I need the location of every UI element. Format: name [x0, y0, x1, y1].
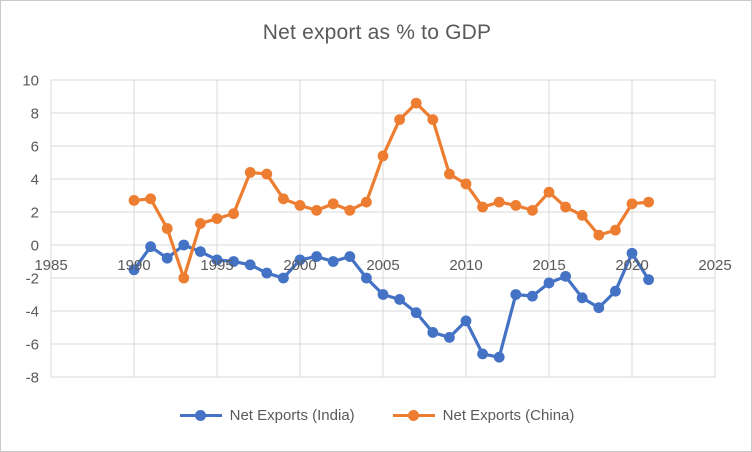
- data-point-india-2017: [576, 292, 588, 304]
- legend-item-china: Net Exports (China): [392, 407, 575, 424]
- data-point-china-2002: [327, 198, 339, 210]
- data-point-china-1992: [161, 223, 173, 234]
- india-line-marker-icon: [179, 410, 222, 422]
- data-point-india-2018: [593, 302, 605, 314]
- data-point-china-2001: [311, 204, 322, 216]
- china-line-marker-icon: [392, 410, 435, 422]
- data-point-india-2007: [410, 307, 422, 319]
- data-point-india-1995: [211, 254, 223, 266]
- legend-item-india: Net Exports (India): [179, 407, 355, 424]
- data-point-china-1991: [145, 193, 157, 205]
- data-point-india-1993: [178, 239, 190, 251]
- data-point-china-2014: [527, 204, 538, 216]
- data-point-china-2018: [593, 229, 605, 241]
- x-axis-tick-label: 1985: [34, 257, 67, 274]
- data-point-china-2006: [394, 114, 405, 125]
- data-point-china-2009: [444, 168, 455, 180]
- data-point-india-2004: [361, 272, 372, 284]
- data-point-china-1995: [211, 213, 223, 225]
- chart-title: Net export as % to GDP: [262, 21, 492, 44]
- legend-label-india: Net Exports (India): [229, 407, 355, 424]
- y-axis-tick-label: -2: [26, 271, 39, 288]
- data-point-india-2008: [427, 327, 439, 338]
- data-point-china-2020: [626, 198, 638, 210]
- y-axis-tick-label: 4: [31, 172, 39, 189]
- data-point-india-1996: [228, 256, 240, 267]
- legend-label-china: Net Exports (China): [442, 407, 575, 424]
- x-axis-tick-label: 2020: [615, 257, 648, 274]
- data-point-india-2005: [377, 289, 389, 300]
- data-point-china-2015: [543, 186, 555, 198]
- y-axis-tick-label: 8: [31, 106, 39, 123]
- data-point-india-2016: [560, 270, 571, 282]
- china-legend-dot: [407, 410, 419, 421]
- data-point-china-2007: [410, 97, 422, 109]
- series-line-china: [132, 101, 651, 280]
- data-point-china-1996: [228, 208, 240, 220]
- data-point-india-2010: [460, 315, 472, 327]
- data-point-china-2008: [427, 114, 439, 125]
- data-point-india-1998: [261, 267, 273, 279]
- x-axis-tick-label: 2000: [283, 257, 316, 274]
- india-legend-dot: [194, 410, 206, 421]
- data-point-china-1993: [178, 272, 190, 284]
- y-axis-tick-label: -8: [26, 370, 39, 387]
- data-point-india-2006: [394, 294, 405, 305]
- data-point-china-2017: [576, 209, 588, 221]
- x-axis-tick-label: 2015: [532, 257, 565, 274]
- y-axis-tick-label: 0: [31, 238, 39, 255]
- y-axis-tick-label: 6: [31, 139, 39, 156]
- data-point-china-1997: [244, 167, 256, 178]
- data-point-india-2001: [311, 251, 322, 262]
- data-point-china-2013: [510, 200, 522, 211]
- x-axis-tick-label: 2010: [449, 257, 482, 274]
- data-point-china-1990: [128, 195, 140, 206]
- data-point-india-2002: [327, 256, 339, 267]
- y-axis-tick-label: 10: [22, 73, 39, 90]
- data-point-china-1994: [195, 218, 206, 229]
- data-point-china-2019: [610, 224, 621, 236]
- x-axis-tick-label: 2025: [698, 257, 731, 274]
- data-point-india-2013: [510, 289, 522, 300]
- data-point-india-2019: [610, 285, 621, 297]
- x-axis-tick-label: 1995: [200, 257, 233, 274]
- data-point-china-2000: [294, 200, 306, 211]
- x-axis-tick-label: 1990: [117, 257, 150, 274]
- data-point-india-2003: [344, 251, 356, 262]
- data-point-china-2003: [344, 204, 356, 216]
- data-point-india-2021: [643, 274, 654, 286]
- data-point-india-2012: [493, 351, 505, 363]
- data-point-india-2009: [444, 332, 455, 343]
- data-point-china-2021: [643, 196, 654, 208]
- data-point-india-2000: [294, 254, 306, 266]
- y-axis-tick-label: -6: [26, 337, 39, 354]
- y-axis-tick-label: -4: [26, 304, 39, 321]
- plot-border: [50, 79, 716, 378]
- data-point-india-2014: [527, 290, 538, 302]
- data-point-india-2020: [626, 247, 638, 259]
- data-point-china-2012: [493, 196, 505, 208]
- data-point-china-1999: [278, 193, 289, 205]
- data-point-china-2010: [460, 178, 472, 190]
- data-point-china-2016: [560, 201, 571, 213]
- data-point-china-2005: [377, 150, 389, 162]
- data-point-india-1991: [145, 241, 157, 253]
- y-axis-tick-label: 2: [31, 205, 39, 222]
- data-point-china-1998: [261, 168, 273, 180]
- data-point-china-2004: [361, 196, 372, 208]
- data-point-india-1990: [128, 264, 140, 276]
- data-point-china-2011: [477, 201, 488, 213]
- data-point-india-1997: [244, 259, 256, 271]
- data-point-india-1999: [278, 272, 289, 284]
- data-point-india-2015: [543, 277, 555, 289]
- data-point-india-1994: [195, 246, 206, 257]
- data-point-india-1992: [161, 252, 173, 264]
- x-axis-tick-label: 2005: [366, 257, 399, 274]
- legend: Net Exports (India) Net Exports (China): [1, 407, 751, 424]
- data-point-india-2011: [477, 348, 488, 360]
